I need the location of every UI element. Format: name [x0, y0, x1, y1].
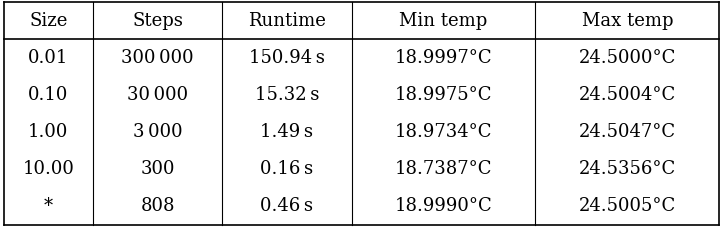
Text: 0.16 s: 0.16 s — [260, 160, 314, 178]
Text: Min temp: Min temp — [399, 12, 487, 30]
Text: 3 000: 3 000 — [133, 123, 182, 141]
Text: 24.5004°C: 24.5004°C — [579, 86, 676, 104]
Text: 24.5000°C: 24.5000°C — [578, 49, 676, 67]
Text: 30 000: 30 000 — [127, 86, 188, 104]
Text: 18.9990°C: 18.9990°C — [395, 197, 492, 215]
Text: 1.00: 1.00 — [28, 123, 69, 141]
Text: Max temp: Max temp — [582, 12, 673, 30]
Text: 18.9997°C: 18.9997°C — [395, 49, 492, 67]
Text: 24.5047°C: 24.5047°C — [579, 123, 676, 141]
Text: 300: 300 — [140, 160, 175, 178]
Text: 15.32 s: 15.32 s — [254, 86, 319, 104]
Text: 1.49 s: 1.49 s — [260, 123, 314, 141]
Text: *: * — [44, 197, 53, 215]
Text: 150.94 s: 150.94 s — [249, 49, 325, 67]
Text: 24.5005°C: 24.5005°C — [579, 197, 676, 215]
Text: 18.9975°C: 18.9975°C — [395, 86, 492, 104]
Text: 18.7387°C: 18.7387°C — [395, 160, 492, 178]
Text: Steps: Steps — [132, 12, 183, 30]
Text: 0.46 s: 0.46 s — [260, 197, 314, 215]
Text: 0.01: 0.01 — [28, 49, 69, 67]
Text: 300 000: 300 000 — [121, 49, 194, 67]
Text: Size: Size — [29, 12, 67, 30]
Text: 18.9734°C: 18.9734°C — [395, 123, 492, 141]
Text: 24.5356°C: 24.5356°C — [579, 160, 676, 178]
Text: Runtime: Runtime — [248, 12, 326, 30]
Text: 808: 808 — [140, 197, 175, 215]
Text: 10.00: 10.00 — [22, 160, 74, 178]
Text: 0.10: 0.10 — [28, 86, 69, 104]
